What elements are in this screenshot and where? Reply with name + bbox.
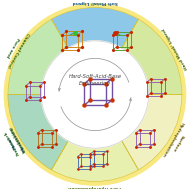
Text: Hard-Soft-Acid-Base: Hard-Soft-Acid-Base (68, 74, 122, 79)
Text: Interlocking: Interlocking (8, 125, 27, 153)
Text: Hydrophobation: Hydrophobation (161, 121, 184, 157)
Circle shape (41, 41, 149, 148)
Circle shape (4, 4, 186, 185)
Text: Pore Hydrophobation: Pore Hydrophobation (69, 185, 121, 189)
Wedge shape (122, 19, 182, 94)
Text: Engineering: Engineering (79, 81, 111, 86)
Text: Channel Control: Channel Control (6, 32, 29, 68)
Text: Framework: Framework (3, 129, 21, 155)
Wedge shape (51, 141, 138, 181)
Text: Hard Metal/ Ligand: Hard Metal/ Ligand (161, 27, 189, 70)
Text: Surface: Surface (171, 133, 185, 152)
Text: Soft Metal/ Ligand: Soft Metal/ Ligand (72, 0, 118, 4)
Wedge shape (8, 19, 68, 94)
Wedge shape (8, 94, 68, 170)
Wedge shape (51, 8, 138, 48)
Text: Metal: Metal (7, 135, 17, 149)
Wedge shape (8, 94, 68, 170)
Wedge shape (122, 94, 182, 170)
Text: Metathesis: Metathesis (9, 126, 26, 152)
Text: Pore and: Pore and (5, 36, 19, 57)
